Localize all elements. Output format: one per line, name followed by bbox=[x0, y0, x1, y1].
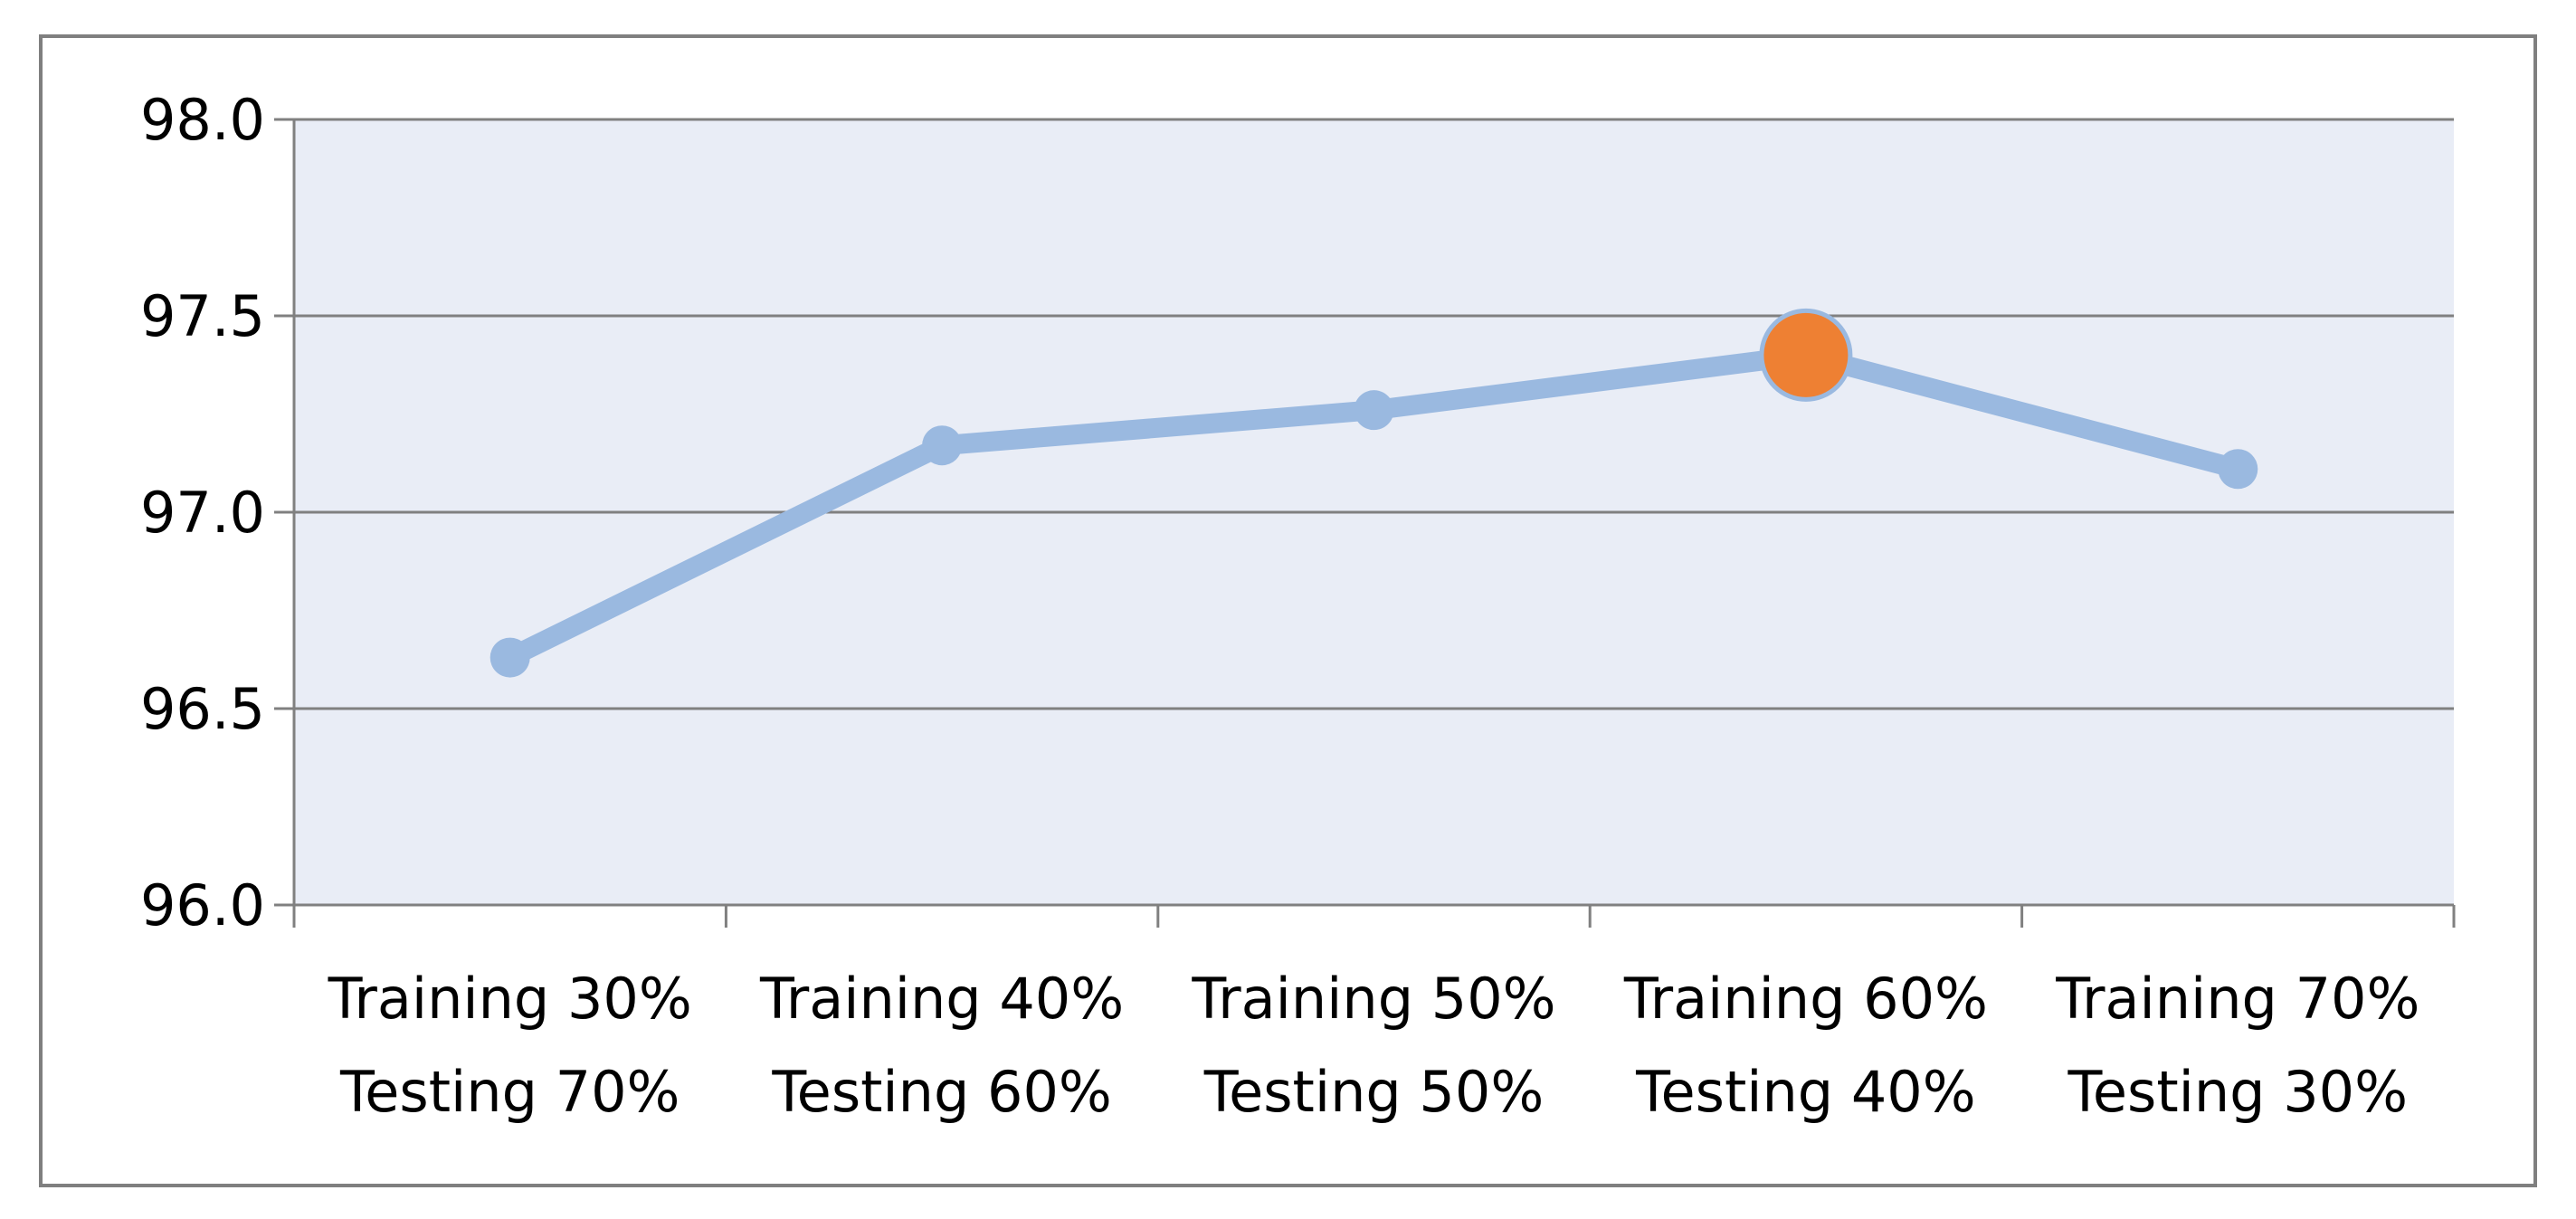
series-markers bbox=[490, 308, 2258, 678]
x-category-label-line: Testing 40% bbox=[1635, 1059, 1975, 1125]
x-category-label-line: Training 30% bbox=[328, 966, 692, 1032]
x-category-label-line: Training 60% bbox=[1623, 966, 1988, 1032]
x-category-label: Training 70% Testing 30% bbox=[2055, 966, 2419, 1125]
data-point bbox=[490, 637, 530, 678]
x-category-label: Training 50% Testing 50% bbox=[1191, 966, 1555, 1125]
x-axis-ticks bbox=[724, 905, 2456, 928]
x-category-label-line: Testing 60% bbox=[771, 1059, 1111, 1125]
gridlines bbox=[274, 118, 2454, 907]
axes bbox=[292, 119, 2454, 928]
x-axis-category-labels: Training 30% Testing 70% Training 40% Testi… bbox=[328, 966, 2420, 1125]
x-category-label: Training 30% Testing 70% bbox=[328, 966, 692, 1125]
y-tick-label: 98.0 bbox=[140, 87, 265, 153]
x-category-label-line: Testing 30% bbox=[2067, 1059, 2408, 1125]
x-category-label: Training 40% Testing 60% bbox=[759, 966, 1124, 1125]
data-point bbox=[2218, 449, 2258, 490]
x-category-label-line: Training 50% bbox=[1191, 966, 1555, 1032]
y-tick-label: 97.0 bbox=[140, 480, 265, 546]
y-axis-tick-labels: 96.0 96.5 97.0 97.5 98.0 bbox=[140, 87, 265, 938]
data-point bbox=[922, 425, 963, 466]
y-tick-label: 96.0 bbox=[140, 872, 265, 938]
data-point bbox=[1354, 390, 1394, 431]
y-tick-label: 96.5 bbox=[140, 676, 265, 742]
x-category-label-line: Training 40% bbox=[759, 966, 1124, 1032]
x-category-label-line: Testing 70% bbox=[339, 1059, 680, 1125]
data-point-highlight bbox=[1759, 308, 1853, 402]
x-category-label: Training 60% Testing 40% bbox=[1623, 966, 1988, 1125]
x-category-label-line: Training 70% bbox=[2055, 966, 2419, 1032]
x-category-label-line: Testing 50% bbox=[1203, 1059, 1544, 1125]
y-tick-label: 97.5 bbox=[140, 283, 265, 349]
